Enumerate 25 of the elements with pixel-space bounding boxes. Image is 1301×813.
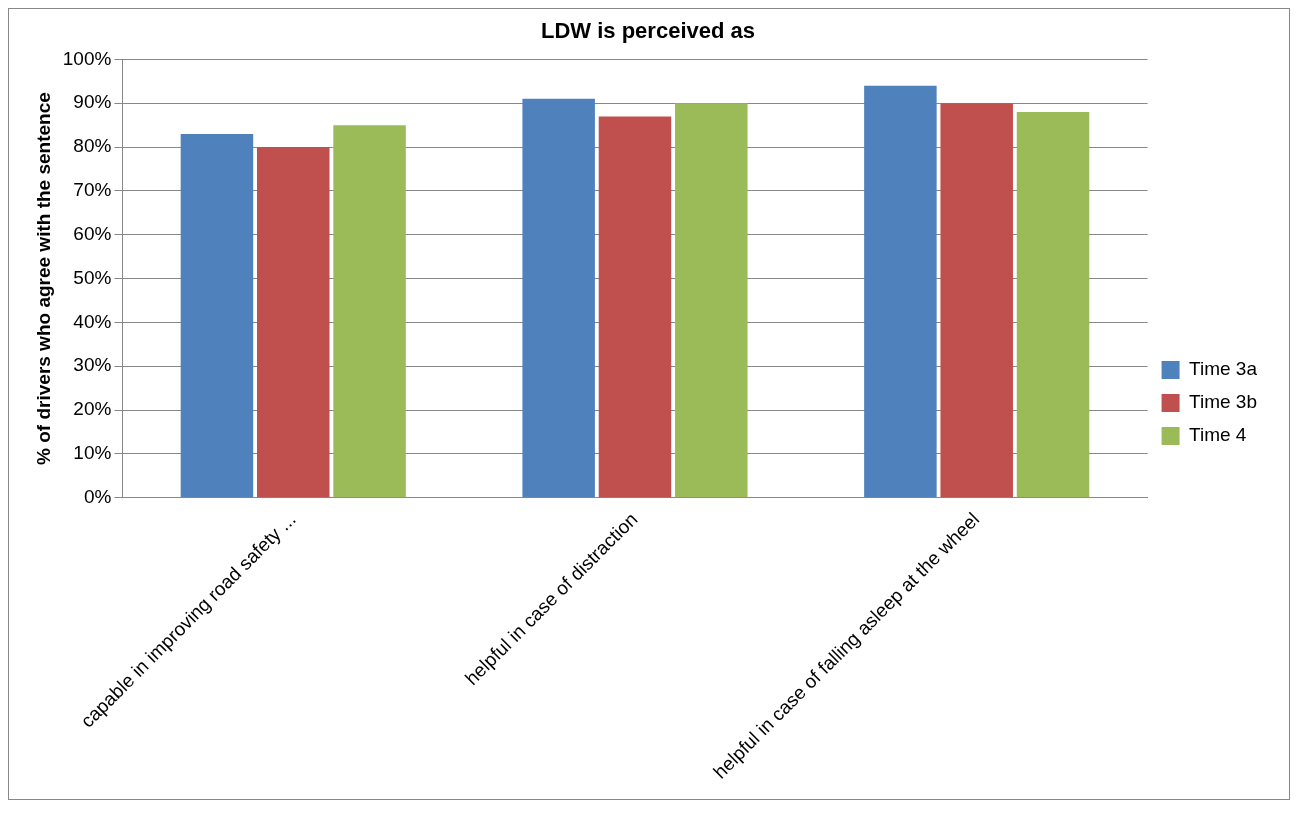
bar xyxy=(180,133,254,498)
bar xyxy=(1016,112,1090,498)
y-tick-label: 90% xyxy=(73,91,112,113)
bar xyxy=(598,116,672,498)
bar xyxy=(257,147,330,498)
bar xyxy=(333,125,406,498)
y-tick-label: 60% xyxy=(73,222,112,244)
y-tick-label: 80% xyxy=(73,135,112,157)
y-tick-label: 30% xyxy=(73,354,112,376)
y-axis-title: % of drivers who agree with the sentence xyxy=(32,92,54,465)
legend-label: Time 4 xyxy=(1189,424,1247,446)
y-tick-label: 0% xyxy=(83,485,112,507)
bar xyxy=(864,85,937,498)
bar xyxy=(940,103,1013,498)
chart-title: LDW is perceived as xyxy=(541,18,755,44)
bar xyxy=(675,103,748,498)
legend-label: Time 3b xyxy=(1189,391,1258,413)
bar xyxy=(522,98,595,498)
y-tick-label: 70% xyxy=(73,179,112,201)
y-tick-label: 50% xyxy=(73,266,112,288)
y-tick-label: 20% xyxy=(73,398,112,420)
y-tick-label: 100% xyxy=(62,47,112,69)
y-tick-label: 40% xyxy=(73,310,112,332)
legend-label: Time 3a xyxy=(1189,358,1258,380)
y-tick-label: 10% xyxy=(73,442,112,464)
